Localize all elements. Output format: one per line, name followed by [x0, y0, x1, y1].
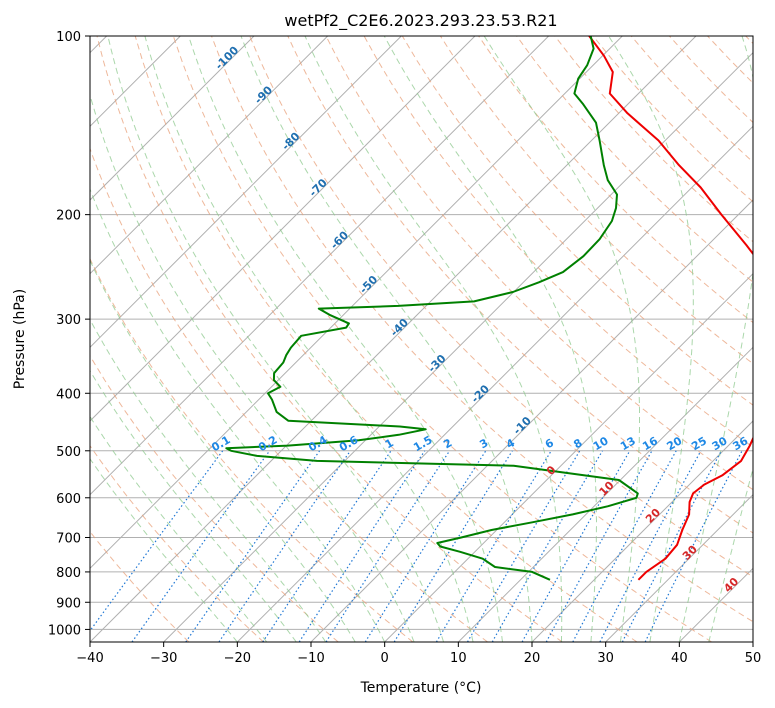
dewpoint-line: [225, 36, 639, 581]
isotherm-line: [752, 641, 753, 642]
y-axis: 100 200 300 400 500 600 700 800 900 1000: [48, 30, 90, 638]
moist-adiabat: [90, 93, 415, 642]
temperature-line: [588, 36, 753, 581]
plot-frame: [89, 35, 754, 643]
y-tick-label: 700: [56, 532, 81, 547]
y-axis-title: Pressure (hPa): [12, 289, 28, 389]
mixing-ratio-line: [90, 450, 224, 632]
isotherm-line: [90, 36, 623, 570]
dry-adiabat: [90, 444, 264, 642]
dry-adiabat: [287, 36, 753, 534]
mixing-ratio-line: [185, 450, 321, 642]
y-tick-label: 300: [56, 313, 81, 328]
x-axis: −40 −30 −20 −10 0 10 20 30 40 50: [76, 642, 761, 666]
dry-adiabat: [90, 354, 339, 642]
moist-adiabat: [90, 369, 297, 642]
series-layer: [225, 36, 753, 581]
x-tick-label: 0: [381, 651, 389, 666]
moist-adiabat: [240, 36, 533, 642]
mixing-ratio-line: [131, 450, 271, 642]
y-tick-label: 400: [56, 387, 81, 402]
dry-adiabat: [249, 36, 753, 578]
dry-adiabat: [211, 36, 753, 623]
isotherm-line: [90, 36, 402, 349]
y-tick-label: 600: [56, 492, 81, 507]
isotherm-line: [90, 36, 550, 496]
background-lines: [90, 36, 753, 642]
y-tick-label: 1000: [48, 623, 81, 638]
y-tick-label: 800: [56, 566, 81, 581]
mixing-ratio-line: [298, 450, 426, 642]
isotherm-line: [457, 346, 753, 642]
x-axis-title: Temperature (°C): [360, 680, 482, 696]
dry-adiabat: [516, 36, 753, 283]
mixing-ratio-line: [262, 450, 392, 642]
mixing-ratio-line: [644, 450, 743, 642]
x-tick-label: −40: [76, 651, 103, 666]
dry-adiabat: [96, 36, 563, 642]
moist-adiabat: [90, 259, 356, 642]
plot-area: [90, 36, 753, 642]
mixing-ratio-line: [435, 450, 552, 642]
moist-adiabat: [678, 36, 753, 642]
isotherm-line: [605, 493, 753, 642]
isotherm-line: [236, 125, 753, 642]
x-tick-label: 30: [597, 651, 614, 666]
y-tick-label: 900: [56, 596, 81, 611]
isotherm-line: [90, 36, 697, 642]
x-tick-label: 40: [671, 651, 688, 666]
dry-adiabat: [90, 257, 414, 642]
y-tick-label: 100: [56, 30, 81, 45]
y-tick-label: 200: [56, 209, 81, 224]
isotherm-line: [163, 51, 753, 642]
x-tick-label: −30: [150, 651, 177, 666]
moist-adiabat: [90, 187, 386, 642]
mixing-ratio-line: [364, 450, 487, 642]
isotherm-line: [90, 36, 476, 422]
mixing-ratio-line: [521, 450, 631, 642]
isotherm-line: [90, 36, 329, 275]
mixing-ratio-line: [325, 450, 451, 642]
isotherm-line: [90, 36, 255, 201]
mixing-ratio-line: [572, 450, 677, 642]
mixing-ratio-line: [218, 450, 351, 642]
mixing-ratio-line: [599, 450, 702, 642]
moist-adiabat: [608, 36, 694, 642]
chart-title: wetPf2_C2E6.2023.293.23.53.R21: [284, 11, 557, 31]
moist-adiabat: [90, 457, 238, 642]
isotherm-line: [384, 272, 753, 642]
moist-adiabat: [483, 36, 640, 642]
mixing-ratio-line: [545, 450, 653, 642]
moist-adiabat: [188, 36, 503, 642]
isotherm-line: [531, 420, 753, 642]
x-tick-label: 50: [745, 651, 762, 666]
x-tick-label: −10: [297, 651, 324, 666]
y-tick-label: 500: [56, 445, 81, 460]
moist-adiabat: [144, 36, 474, 642]
x-tick-label: 20: [524, 651, 541, 666]
moist-adiabat: [304, 36, 563, 642]
moist-adiabat: [90, 415, 268, 642]
moist-adiabat: [107, 36, 445, 642]
x-tick-label: −20: [224, 651, 251, 666]
moist-adiabat: [708, 466, 753, 642]
dry-adiabat: [134, 36, 638, 642]
moist-adiabat: [90, 318, 327, 642]
x-tick-label: 10: [450, 651, 467, 666]
dry-adiabat: [172, 36, 712, 642]
